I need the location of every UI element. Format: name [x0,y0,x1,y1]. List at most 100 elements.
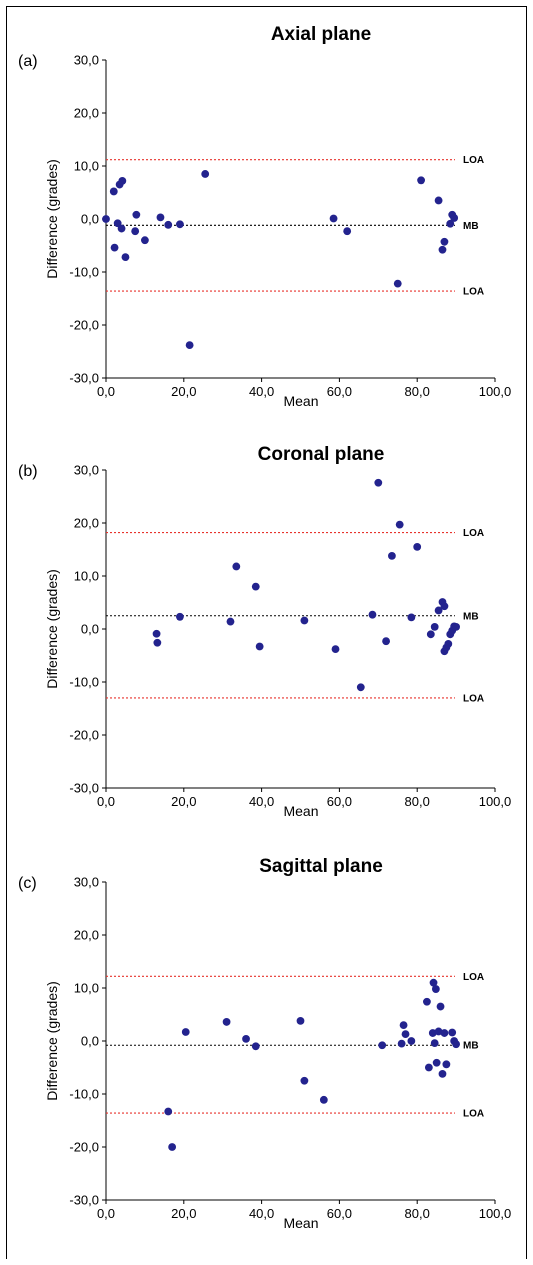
panel-label: (c) [18,875,37,892]
data-point [201,170,210,178]
data-point [300,616,309,625]
data-point [164,1107,173,1116]
data-point [156,213,165,222]
loa-label: LOA [463,1109,484,1120]
chart-title: Coronal plane [258,444,385,465]
y-axis-label: Difference (grades) [44,981,60,1101]
data-point [450,214,459,222]
data-point [368,610,377,619]
data-point [401,1030,410,1039]
y-tick-label: -30,0 [69,1193,99,1208]
y-tick-label: -20,0 [69,728,99,743]
chart-panel-axial: Axial plane (a) Difference (grades) Mean… [18,24,512,409]
y-tick-label: 20,0 [74,516,99,531]
data-point [407,1037,416,1045]
data-point [222,1018,231,1026]
data-point [117,224,126,233]
data-point [438,245,447,254]
data-point [378,1041,387,1050]
figure-frame [6,6,527,1259]
data-point [102,215,110,223]
data-point [444,639,453,648]
chart-title: Sagittal plane [259,856,383,877]
mean-bias-label: MB [463,221,479,232]
x-tick-label: 40,0 [249,794,274,809]
x-axis-label: Mean [283,393,318,409]
loa-label: LOA [463,155,484,166]
chart-panel-sagittal: Sagittal plane (c) Difference (grades) M… [18,856,511,1231]
chart-title: Axial plane [271,24,371,45]
y-tick-label: -10,0 [69,1087,99,1102]
y-tick-label: 10,0 [74,569,99,584]
data-point [423,997,431,1006]
data-point [428,1029,437,1037]
y-tick-label: 20,0 [74,928,99,943]
data-point [382,637,390,646]
data-point [176,220,184,229]
loa-label: LOA [463,287,484,298]
data-point [331,645,340,654]
y-tick-label: 30,0 [74,463,99,478]
mean-bias-label: MB [463,1041,479,1052]
y-tick-label: 0,0 [81,212,99,227]
data-point [397,1039,406,1048]
y-axis-label: Difference (grades) [44,569,60,689]
data-point [251,1042,260,1051]
x-tick-label: 40,0 [249,1206,274,1221]
data-point [438,1069,447,1078]
data-point [329,214,338,223]
data-point [440,237,449,246]
y-axis-label: Difference (grades) [44,159,60,279]
x-tick-label: 100,0 [479,794,512,809]
data-point [176,612,184,621]
x-tick-label: 100,0 [479,384,512,399]
x-tick-label: 20,0 [171,1206,196,1221]
data-point [300,1076,309,1085]
x-tick-label: 60,0 [327,1206,352,1221]
panel-label: (a) [18,53,38,70]
data-point [436,1002,445,1011]
data-point [152,629,161,638]
x-tick-label: 40,0 [249,384,274,399]
chart-panel-coronal: Coronal plane (b) Difference (grades) Me… [18,444,512,819]
data-point [141,236,149,245]
data-point [110,243,119,252]
data-point [118,176,127,185]
data-point [242,1034,250,1043]
data-point [407,613,416,622]
data-point [430,1039,439,1048]
data-point [109,187,118,196]
data-point [442,1060,451,1069]
data-point [255,642,264,651]
y-tick-label: -10,0 [69,265,99,280]
x-tick-label: 80,0 [405,1206,430,1221]
data-point [226,617,235,626]
y-tick-label: -10,0 [69,675,99,690]
x-axis-label: Mean [283,1215,318,1231]
data-point [434,1027,443,1036]
data-point [452,1040,460,1049]
data-point [131,227,140,236]
data-point [374,478,383,487]
data-point [395,520,404,529]
data-point [431,985,440,993]
x-axis-label: Mean [283,803,318,819]
y-tick-label: -30,0 [69,371,99,386]
data-point [153,638,162,647]
data-point [434,606,443,615]
loa-label: LOA [463,693,484,704]
data-point [446,219,455,228]
data-point [440,602,449,611]
x-tick-label: 0,0 [97,1206,115,1221]
y-tick-label: 10,0 [74,159,99,174]
data-point [388,551,396,560]
x-tick-label: 0,0 [97,384,115,399]
y-tick-label: 20,0 [74,106,99,121]
data-point [413,542,422,551]
data-point [251,582,260,591]
data-point [232,562,241,571]
x-tick-label: 60,0 [327,384,352,399]
loa-label: LOA [463,972,484,983]
y-tick-label: 10,0 [74,981,99,996]
